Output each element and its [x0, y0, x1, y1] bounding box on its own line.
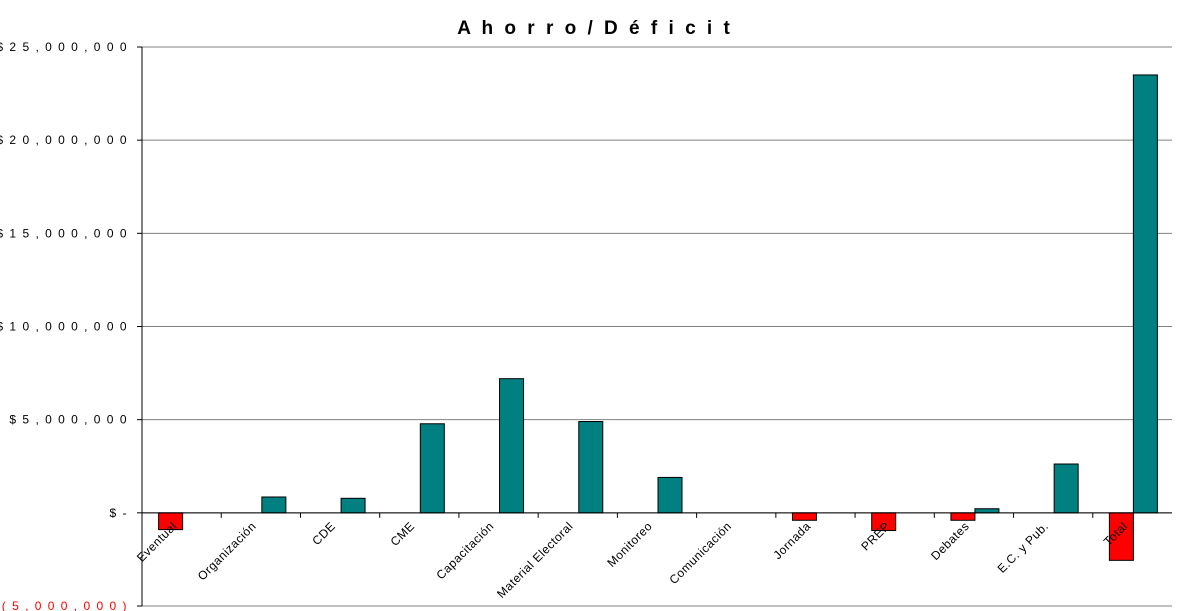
bar-ahorro	[1132, 74, 1158, 514]
bar-ahorro	[974, 508, 1000, 514]
bar-ahorro	[1053, 463, 1079, 514]
y-tick-label: $ -	[109, 506, 128, 520]
bar-deficit	[950, 512, 976, 521]
gridlines	[142, 46, 1172, 607]
bar-deficit	[791, 512, 817, 521]
bar-ahorro	[578, 421, 604, 514]
y-tick-label: $ 2 5 , 0 0 0 , 0 0 0	[0, 40, 128, 54]
bar-ahorro	[261, 496, 287, 514]
x-tick-label: E.C. y Pub.	[995, 519, 1052, 576]
bar-ahorro	[419, 423, 445, 514]
y-tick-label: $ 5 , 0 0 0 , 0 0 0	[9, 413, 128, 427]
y-tick-label: $ 1 0 , 0 0 0 , 0 0 0	[0, 320, 128, 334]
y-axis-ticks: $ 2 5 , 0 0 0 , 0 0 0 $ 2 0 , 0 0 0 , 0 0…	[0, 40, 128, 611]
axes	[137, 46, 1172, 607]
x-tick-label: Debates	[928, 519, 972, 563]
x-tick-label: Capacitación	[433, 519, 496, 582]
x-tick-label: Jornada	[771, 519, 814, 562]
bars	[158, 74, 1158, 561]
x-tick-label: CME	[388, 519, 418, 549]
y-tick-label: $ 2 0 , 0 0 0 , 0 0 0	[0, 133, 128, 147]
bar-ahorro	[499, 378, 525, 514]
x-tick-label: Organización	[195, 519, 259, 583]
x-tick-label: Comunicación	[666, 519, 734, 587]
x-tick-label: Material Electoral	[494, 519, 576, 601]
bar-deficit	[1108, 512, 1134, 561]
bar-ahorro	[340, 497, 366, 514]
y-tick-label: $ ( 5 , 0 0 0 , 0 0 0 )	[0, 599, 128, 611]
x-axis-labels: Eventual Organización CDE CME CapacitaciónMa…	[134, 519, 1131, 601]
y-tick-label: $ 1 5 , 0 0 0 , 0 0 0	[0, 226, 128, 240]
chart-title: A h o r r o / D é f i c i t	[457, 18, 733, 39]
x-tick-label: Eventual	[134, 519, 180, 565]
x-tick-label: CDE	[309, 519, 338, 548]
bar-ahorro	[657, 476, 683, 514]
x-tick-label: Monitoreo	[604, 519, 655, 570]
